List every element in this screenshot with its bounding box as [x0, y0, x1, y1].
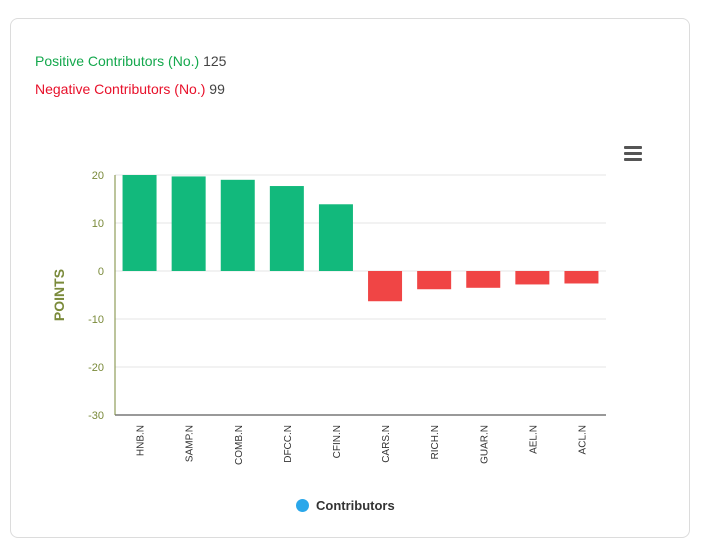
y-axis-title: POINTS: [51, 269, 67, 321]
bar-samp-n: [171, 176, 206, 271]
positive-contributors-label: Positive Contributors (No.): [35, 53, 200, 69]
negative-contributors-stat: Negative Contributors (No.) 99: [35, 81, 225, 97]
negative-contributors-value: 99: [209, 81, 225, 97]
legend-dot-icon: [296, 498, 309, 512]
bar-hnb-n: [122, 175, 157, 271]
chart-menu-icon[interactable]: [624, 146, 642, 162]
x-tick-label: AEL.N: [528, 425, 539, 454]
x-tick-label: CFIN.N: [332, 425, 343, 458]
y-tick-label: 10: [92, 218, 104, 230]
x-tick-label: HNB.N: [136, 425, 147, 456]
bar-comb-n: [220, 179, 255, 271]
y-tick-label: -10: [88, 314, 104, 326]
bar-cfin-n: [318, 204, 353, 271]
bar-cars-n: [368, 271, 403, 302]
x-tick-label: COMB.N: [234, 425, 245, 465]
bar-rich-n: [417, 271, 452, 290]
x-tick-label: ACL.N: [577, 425, 588, 454]
y-tick-label: 20: [92, 170, 104, 182]
y-tick-label: 0: [98, 266, 104, 278]
y-tick-label: -20: [88, 362, 104, 374]
positive-contributors-value: 125: [203, 53, 227, 69]
legend-label: Contributors: [316, 497, 395, 513]
x-tick-label: SAMP.N: [185, 425, 196, 462]
bar-acl-n: [564, 271, 599, 284]
x-tick-label: DFCC.N: [283, 425, 294, 463]
positive-contributors-stat: Positive Contributors (No.) 125: [35, 53, 226, 69]
y-tick-label: -30: [88, 410, 104, 422]
bar-dfcc-n: [269, 186, 304, 271]
bar-guar-n: [466, 271, 501, 288]
x-tick-label: GUAR.N: [479, 425, 490, 464]
negative-contributors-label: Negative Contributors (No.): [35, 81, 206, 97]
x-tick-label: CARS.N: [381, 425, 392, 463]
x-tick-label: RICH.N: [430, 425, 441, 459]
legend-item-contributors[interactable]: Contributors: [296, 496, 395, 514]
bar-ael-n: [515, 271, 550, 285]
